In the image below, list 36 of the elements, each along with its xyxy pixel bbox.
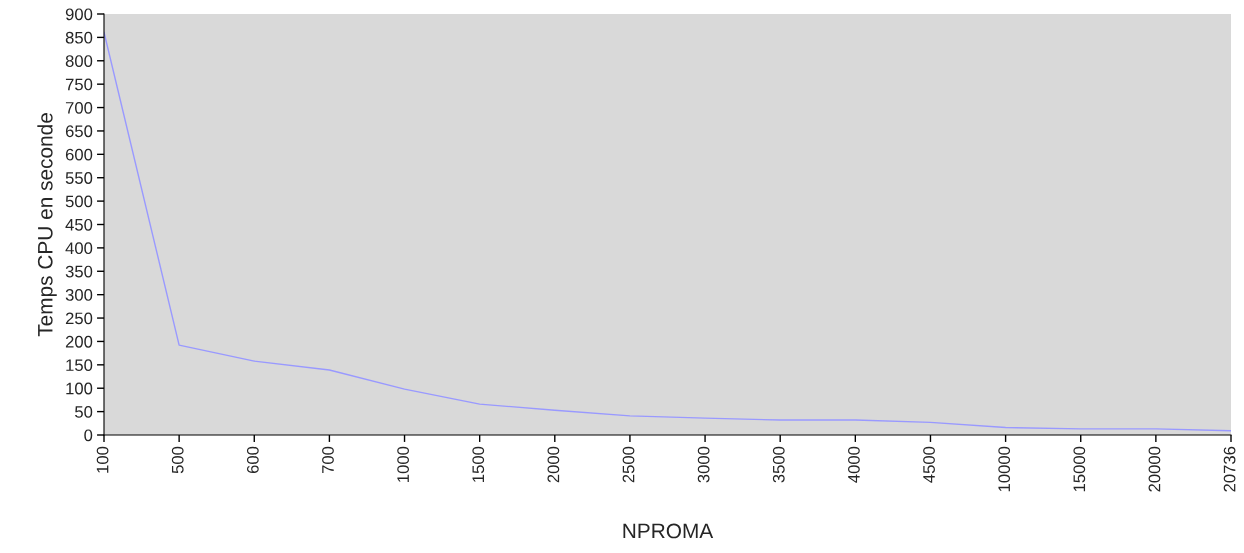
x-tick-label: 10000 bbox=[998, 446, 1011, 492]
x-tick-label: 15000 bbox=[1073, 446, 1086, 492]
x-axis-title: NPROMA bbox=[623, 523, 714, 539]
y-tick-label: 550 bbox=[65, 172, 93, 184]
x-tick-label: 1500 bbox=[472, 446, 485, 482]
x-tick-label: 3000 bbox=[697, 446, 710, 483]
y-tick-label: 150 bbox=[66, 359, 93, 372]
y-tick-label: 900 bbox=[65, 8, 93, 21]
y-tick-label: 500 bbox=[65, 195, 93, 208]
y-tick-label: 450 bbox=[65, 218, 93, 231]
y-tick-label: 700 bbox=[65, 101, 93, 114]
y-tick-label: 200 bbox=[65, 335, 93, 348]
y-tick-label: 100 bbox=[66, 382, 93, 395]
x-tick-label: 600 bbox=[246, 446, 259, 474]
x-tick-label: 4500 bbox=[923, 446, 935, 483]
y-tick-label: 400 bbox=[65, 242, 93, 255]
x-tick-label: 2500 bbox=[622, 446, 635, 483]
x-tick-label: 20000 bbox=[1148, 446, 1161, 492]
y-tick-label: 350 bbox=[65, 265, 93, 278]
y-tick-label: 50 bbox=[75, 406, 93, 418]
y-tick-label: 800 bbox=[65, 55, 93, 67]
x-tick-label: 20736 bbox=[1223, 446, 1236, 492]
x-tick-label: 4000 bbox=[848, 446, 860, 483]
x-tick-label: 700 bbox=[322, 446, 334, 474]
y-tick-label: 650 bbox=[65, 125, 93, 138]
x-tick-label: 1000 bbox=[397, 446, 410, 482]
y-tick-label: 250 bbox=[65, 312, 93, 325]
x-tick-label: 3500 bbox=[772, 446, 785, 483]
y-tick-label: 850 bbox=[65, 31, 93, 44]
y-axis-title: Temps CPU en seconde bbox=[37, 113, 57, 337]
y-tick-label: 750 bbox=[65, 78, 93, 91]
x-tick-label: 500 bbox=[171, 446, 184, 474]
y-tick-label: 300 bbox=[65, 289, 93, 301]
y-tick-label: 600 bbox=[65, 148, 93, 161]
y-tick-label: 0 bbox=[84, 429, 93, 442]
x-tick-label: 2000 bbox=[547, 446, 560, 483]
